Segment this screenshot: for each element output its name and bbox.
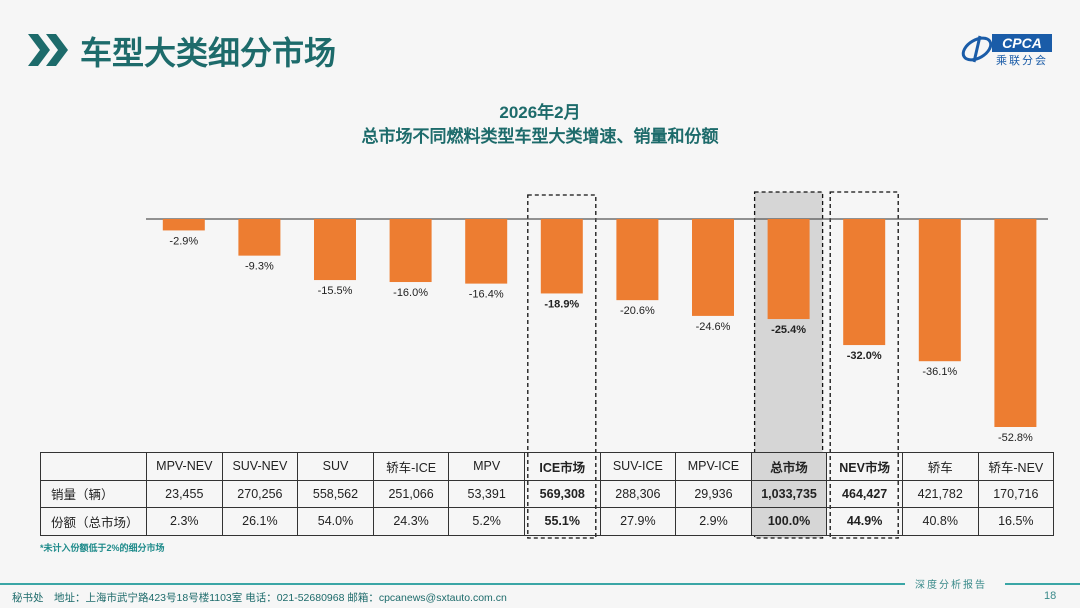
table-cell: 170,716 [977,479,1055,508]
data-label: -16.4% [469,289,504,301]
table-cell: 23,455 [146,479,223,508]
footer-divider [0,583,905,585]
bar [465,219,508,284]
table-cell: 29,936 [675,479,752,508]
page-title: 车型大类细分市场 [80,35,337,71]
column-header: MPV [448,452,525,481]
bar [918,219,961,362]
bar [692,219,734,316]
column-header: SUV-NEV [221,452,299,481]
column-header: MPV-NEV [146,452,223,481]
data-label: -24.6% [696,321,731,333]
table-cell: 5.2% [448,507,525,536]
table-cell: 421,782 [901,479,979,508]
table-row-sales: 销量（辆） 23,455 270,256 558,562 251,066 53,391 56… [40,479,1055,508]
table-row-share: 份额（总市场） 2.3% 26.1% 54.0% 24.3% 5.2% 55.1% 27.9%… [40,507,1055,536]
table-header-row: MPV-NEV SUV-NEV SUV 轿车-ICE MPV ICE市场 SUV-ICE MP… [40,452,1055,481]
header-empty-cell [40,452,147,481]
column-header: 轿车-ICE [372,452,450,481]
column-header: 轿车 [901,452,979,481]
highlight-box [753,191,824,539]
table-cell: 288,306 [599,479,677,508]
table-cell: 16.5% [977,507,1055,536]
logo-emblem-icon [961,35,993,63]
table-cell: 26.1% [221,507,299,536]
report-tag: 深度分析报告 [915,580,987,591]
table-cell: 27.9% [599,507,677,536]
table-cell: 53,391 [448,479,525,508]
logo-cn: 乘联分会 [996,55,1048,67]
column-header: ICE市场 [523,452,601,481]
table-cell: 2.3% [146,507,223,536]
logo-text: CPCA [992,34,1052,52]
chart-title: 2026年2月 [499,103,581,122]
table-cell: 1,033,735 [750,479,828,508]
cpca-logo: CPCA 乘联分会 [960,32,1060,68]
table-cell: 24.3% [372,507,450,536]
data-label: -52.8% [998,432,1033,444]
table-cell: 100.0% [750,507,828,536]
highlight-box [527,194,597,539]
footnote: *未计入份额低于2%的细分市场 [40,543,165,553]
data-table: MPV-NEV SUV-NEV SUV 轿车-ICE MPV ICE市场 SUV-ICE MP… [40,452,1055,536]
column-header: MPV-ICE [675,452,752,481]
data-label: -15.5% [318,285,353,297]
table-cell: 2.9% [675,507,752,536]
data-label: -2.9% [169,235,198,247]
bar [616,219,659,301]
table-cell: 40.8% [901,507,979,536]
table-cell: 270,256 [221,479,299,508]
column-header: NEV市场 [826,452,903,481]
table-cell: 54.0% [297,507,374,536]
data-label: -20.6% [620,305,655,317]
column-header: 总市场 [750,452,828,481]
table-cell: 569,308 [523,479,601,508]
footer-divider [1005,583,1080,585]
column-header: 轿车-NEV [977,452,1055,481]
table-cell: 464,427 [826,479,903,508]
table-cell: 55.1% [523,507,601,536]
highlight-box [829,191,899,539]
data-label: -16.0% [393,287,428,299]
row-label: 份额（总市场） [40,507,147,536]
column-header: SUV [297,452,374,481]
column-header: SUV-ICE [599,452,677,481]
footer-contact: 秘书处 地址：上海市武宁路423号18号楼1103室 电话：021-526809… [12,592,507,604]
data-label: -18.9% [544,298,579,310]
table-cell: 558,562 [297,479,374,508]
bar [843,219,886,346]
bar [994,219,1037,427]
bar [540,219,583,294]
bar [389,219,432,283]
page-number: 18 [1044,590,1057,602]
bar [767,219,810,320]
chevron-icon [28,34,68,66]
bar [314,219,356,281]
data-label: -25.4% [771,324,806,336]
bar [238,219,281,256]
table-cell: 251,066 [372,479,450,508]
table-cell: 44.9% [826,507,903,536]
bar [162,219,205,231]
row-label: 销量（辆） [40,479,147,508]
data-label: -9.3% [245,261,274,273]
chart-subtitle: 总市场不同燃料类型车型大类增速、销量和份额 [361,127,719,146]
data-label: -32.0% [847,350,882,362]
data-label: -36.1% [922,366,957,378]
